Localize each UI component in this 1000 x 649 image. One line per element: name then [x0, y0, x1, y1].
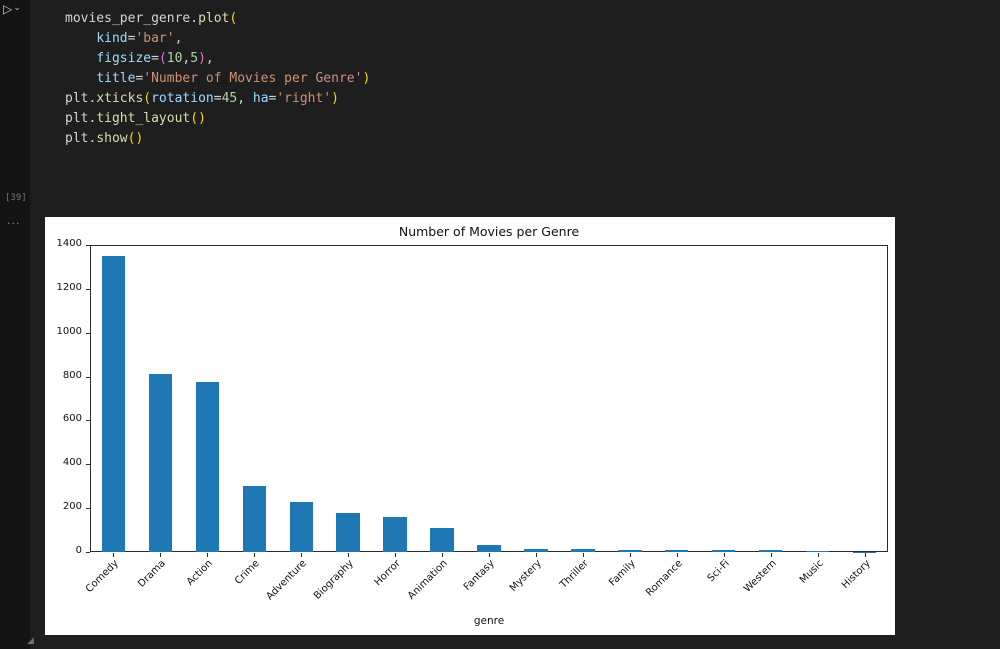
resize-grip-icon: ◢	[27, 636, 34, 646]
chart-output-figure: Number of Movies per Genre genre 0 200 400…	[45, 217, 895, 635]
y-tick-label: 600	[62, 413, 82, 425]
y-tick-mark	[86, 376, 90, 378]
x-tick-mark	[442, 553, 444, 557]
x-tick-mark	[348, 553, 350, 557]
x-tick-label: Adventure	[264, 558, 310, 603]
bar-sci-fi	[711, 549, 736, 552]
y-tick-label: 1200	[56, 281, 82, 293]
bar-music	[805, 551, 830, 552]
code-line[interactable]: kind='bar',	[96, 31, 183, 46]
y-tick-label: 1400	[56, 238, 82, 249]
x-tick-mark	[160, 553, 162, 557]
x-tick-mark	[535, 553, 537, 557]
x-tick-mark	[676, 553, 678, 557]
x-tick-label: Western	[741, 558, 779, 595]
y-tick-mark	[86, 420, 90, 422]
x-tick-label: Drama	[136, 558, 169, 590]
bar-crime	[242, 486, 267, 552]
bar-family	[618, 549, 642, 552]
code-line[interactable]: movies_per_genre.plot(	[65, 11, 238, 26]
x-tick-label: Animation	[405, 558, 450, 602]
x-tick-mark	[301, 553, 303, 557]
x-tick-mark	[817, 553, 819, 557]
code-line[interactable]: title='Number of Movies per Genre')	[96, 71, 371, 86]
x-tick-label: Horror	[372, 558, 403, 589]
x-tick-label: Thriller	[558, 558, 591, 591]
bar-horror	[383, 516, 407, 552]
bar-romance	[665, 549, 689, 552]
run-cell-button[interactable]: ▷ ⌄	[3, 2, 21, 16]
y-tick-mark	[86, 464, 90, 466]
x-tick-mark	[254, 553, 256, 557]
x-tick-label: Biography	[312, 558, 356, 602]
x-tick-label: Mystery	[507, 558, 544, 594]
x-tick-mark	[395, 553, 397, 557]
y-tick-mark	[86, 245, 90, 246]
cell-more-indicator[interactable]: ...	[7, 214, 21, 227]
x-tick-label: Romance	[643, 558, 685, 599]
x-tick-mark	[582, 553, 584, 557]
y-tick-label: 400	[62, 457, 82, 469]
y-tick-label: 800	[62, 369, 82, 381]
x-tick-mark	[207, 553, 209, 557]
x-tick-label: Comedy	[84, 558, 122, 595]
bar-mystery	[524, 548, 548, 552]
x-tick-label: Action	[185, 558, 216, 588]
bar-drama	[148, 374, 173, 552]
y-tick-label: 0	[75, 545, 82, 556]
bar-adventure	[289, 501, 313, 552]
x-tick-mark	[864, 553, 866, 557]
y-tick-mark	[86, 332, 90, 334]
x-tick-mark	[770, 553, 772, 557]
x-tick-mark	[489, 553, 490, 557]
x-tick-label: Sci-Fi	[705, 558, 732, 585]
x-tick-label: Music	[797, 558, 826, 586]
x-tick-mark	[629, 553, 631, 557]
bar-animation	[430, 527, 454, 552]
code-editor[interactable]: movies_per_genre.plot( kind='bar', figsi…	[65, 9, 370, 149]
bar-biography	[336, 512, 360, 552]
bar-thriller	[571, 548, 595, 552]
x-tick-label: Fantasy	[461, 558, 497, 593]
bar-comedy	[101, 255, 126, 552]
code-line[interactable]: plt.show()	[65, 131, 144, 146]
y-tick-mark	[86, 288, 90, 290]
bar-western	[758, 550, 783, 552]
bar-fantasy	[477, 545, 501, 552]
code-line[interactable]: plt.tight_layout()	[65, 111, 206, 126]
x-tick-label: History	[839, 558, 873, 591]
cell-gutter: ▷ ⌄ [39] ...	[0, 0, 30, 649]
x-tick-label: Crime	[233, 558, 263, 587]
x-tick-mark	[723, 553, 725, 557]
code-line[interactable]: plt.xticks(rotation=45, ha='right')	[65, 91, 339, 106]
y-tick-label: 1000	[56, 325, 82, 337]
bar-action	[195, 382, 220, 552]
execution-count: [39]	[5, 193, 27, 203]
y-tick-mark	[86, 508, 90, 510]
x-tick-label: Family	[607, 558, 638, 589]
y-tick-mark	[86, 552, 90, 553]
y-tick-label: 200	[62, 501, 82, 513]
play-icon: ▷	[3, 2, 13, 16]
code-line[interactable]: figsize=(10,5),	[96, 51, 214, 66]
chevron-down-icon: ⌄	[13, 3, 21, 13]
chart-title: Number of Movies per Genre	[398, 224, 580, 239]
x-tick-mark	[113, 553, 115, 557]
x-axis-label: genre	[473, 615, 505, 627]
